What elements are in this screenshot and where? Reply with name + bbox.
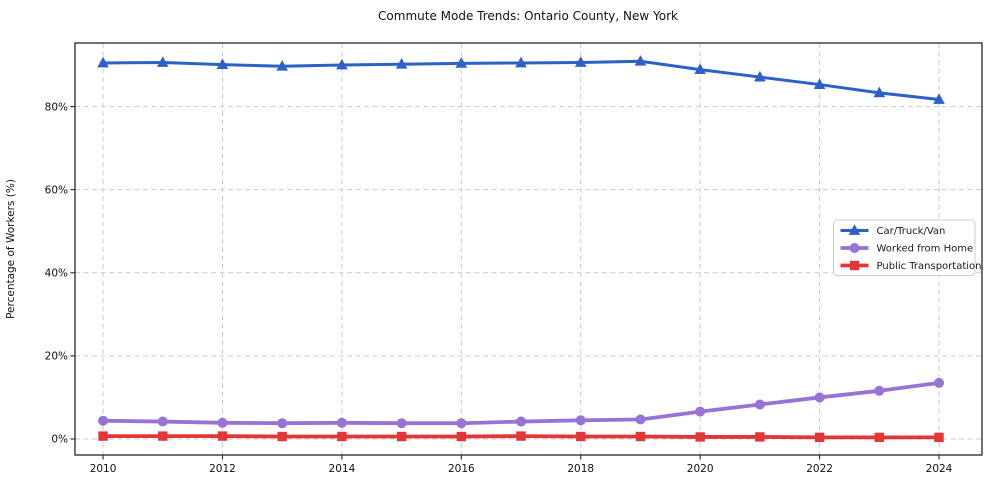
data-point-car-truck-van <box>813 78 826 89</box>
data-point-worked-from-home <box>277 418 288 429</box>
data-point-car-truck-van <box>933 93 945 104</box>
data-point-public-transportation <box>695 432 705 442</box>
y-tick-label: 80% <box>45 101 68 113</box>
data-point-worked-from-home <box>814 392 825 403</box>
legend-marker-triangle <box>848 224 861 235</box>
data-point-car-truck-van <box>97 56 109 68</box>
data-point-car-truck-van <box>336 58 348 70</box>
series-public-transportation <box>98 431 944 443</box>
data-point-public-transportation <box>934 432 944 443</box>
data-point-car-truck-van <box>216 58 229 70</box>
data-point-public-transportation <box>158 431 168 441</box>
legend-box <box>833 219 976 276</box>
data-point-car-truck-van <box>276 60 288 71</box>
legend-label: Worked from Home <box>877 244 974 255</box>
y-tick-label: 60% <box>45 184 68 196</box>
plot-area: 2010 2012 2014 2016 2018 2020 2022 2024 0% 20% 40%… <box>45 42 983 475</box>
data-point-worked-from-home <box>456 418 467 429</box>
data-point-worked-from-home <box>98 415 109 426</box>
data-point-public-transportation <box>98 431 108 441</box>
data-point-public-transportation <box>396 431 407 442</box>
data-point-car-truck-van <box>455 57 468 68</box>
data-point-worked-from-home <box>217 417 228 428</box>
data-point-worked-from-home <box>516 416 527 427</box>
legend-label: Public Transportation <box>877 261 982 272</box>
x-tick-label: 2022 <box>806 463 833 475</box>
data-point-public-transportation <box>755 432 765 442</box>
x-tick-label: 2020 <box>687 463 714 475</box>
series-car-truck-van <box>97 55 945 104</box>
x-tick-label: 2012 <box>209 463 236 475</box>
data-point-worked-from-home <box>575 415 586 426</box>
x-tick-label: 2024 <box>926 463 953 475</box>
data-point-car-truck-van <box>156 56 169 67</box>
data-point-public-transportation <box>456 431 467 442</box>
data-point-worked-from-home <box>157 416 168 427</box>
y-tick-label: 40% <box>45 267 68 279</box>
legend: Car/Truck/Van Worked from Home Public Tran… <box>833 219 982 276</box>
data-point-worked-from-home <box>396 418 407 429</box>
data-point-public-transportation <box>576 431 586 442</box>
x-tick-label: 2018 <box>567 463 594 475</box>
series-worked-from-home <box>98 377 945 429</box>
data-point-worked-from-home <box>695 406 706 417</box>
data-point-car-truck-van <box>634 55 647 66</box>
data-point-public-transportation <box>635 431 646 442</box>
data-point-car-truck-van <box>694 63 706 74</box>
data-point-public-transportation <box>277 431 287 442</box>
data-point-public-transportation <box>814 432 825 443</box>
data-point-public-transportation <box>516 431 526 441</box>
data-point-car-truck-van <box>515 56 527 68</box>
legend-label: Car/Truck/Van <box>877 226 946 237</box>
x-tick-label: 2014 <box>329 463 356 475</box>
data-point-worked-from-home <box>934 377 945 388</box>
data-point-worked-from-home <box>635 414 646 425</box>
legend-marker-circle <box>849 243 860 253</box>
legend-marker-square <box>849 260 860 271</box>
x-tick-label: 2010 <box>90 463 117 475</box>
legend-item-worked-from-home: Worked from Home <box>840 243 974 255</box>
data-point-car-truck-van <box>395 57 408 69</box>
legend-item-public-transportation: Public Transportation <box>840 260 982 272</box>
data-point-worked-from-home <box>874 385 885 396</box>
plot-border <box>74 42 983 456</box>
chart-title: Commute Mode Trends: Ontario County, New… <box>378 9 678 23</box>
y-tick-label: 0% <box>51 434 68 446</box>
data-point-public-transportation <box>874 432 884 443</box>
x-tick-label: 2016 <box>448 463 475 475</box>
legend-item-car-truck-van: Car/Truck/Van <box>840 224 946 237</box>
y-tick-label: 20% <box>45 351 68 363</box>
data-point-car-truck-van <box>873 86 886 98</box>
y-axis-label: Percentage of Workers (%) <box>5 179 17 319</box>
data-point-car-truck-van <box>754 70 766 82</box>
data-point-car-truck-van <box>574 56 587 67</box>
data-point-worked-from-home <box>336 417 347 428</box>
data-point-public-transportation <box>217 431 228 441</box>
data-point-public-transportation <box>337 431 347 442</box>
data-point-worked-from-home <box>754 399 765 410</box>
